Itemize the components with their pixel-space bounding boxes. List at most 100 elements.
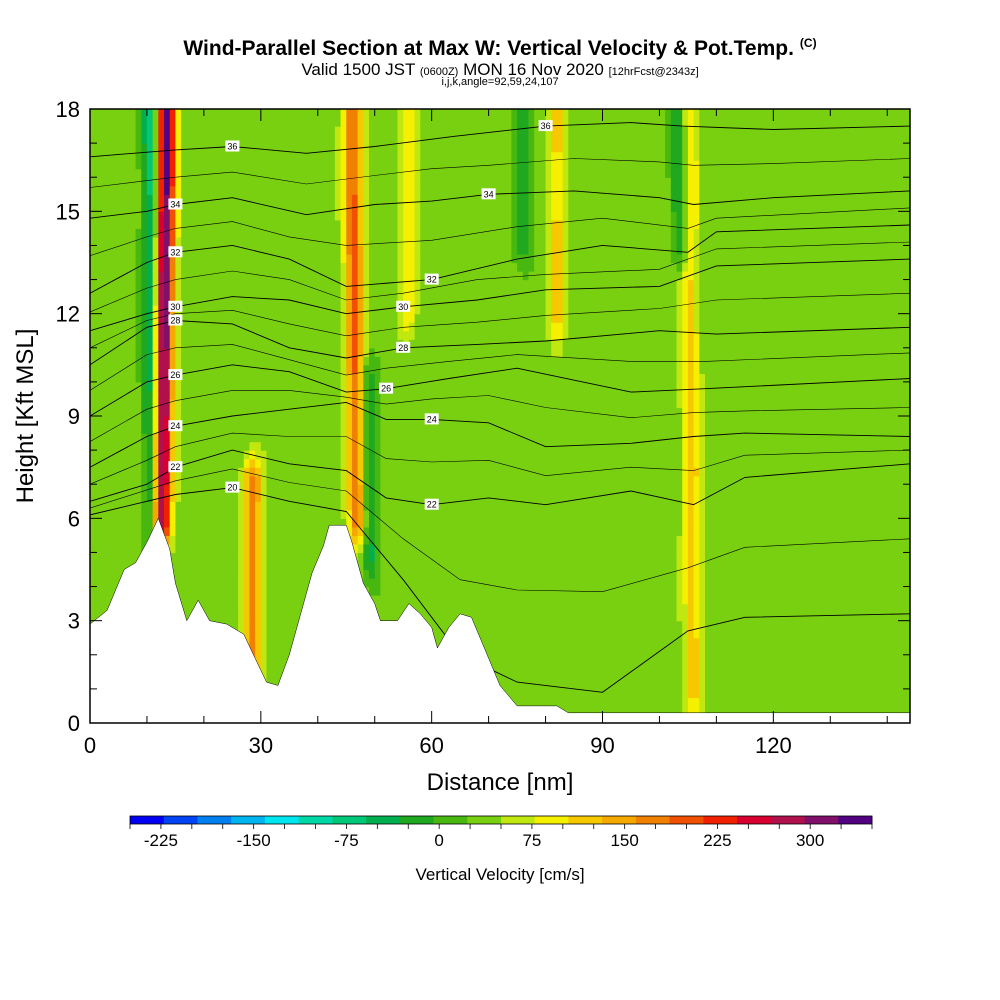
field-cell (408, 381, 416, 392)
field-cell (369, 134, 376, 144)
field-cell (374, 151, 382, 161)
field-cell (124, 475, 131, 485)
field-cell (272, 663, 279, 673)
field-cell (374, 211, 382, 221)
field-cell (425, 228, 433, 238)
field-cell (477, 595, 484, 605)
field-cell (454, 245, 461, 255)
field-cell (198, 416, 205, 426)
field-cell (317, 356, 325, 366)
field-cell (152, 143, 159, 153)
field-cell (215, 543, 222, 554)
field-cell (363, 219, 370, 229)
field-cell (454, 484, 461, 494)
field-cell (477, 236, 484, 247)
field-cell (141, 168, 148, 178)
field-cell (272, 654, 279, 664)
field-cell (95, 501, 102, 511)
field-cell (443, 433, 450, 443)
field-cell (141, 202, 148, 212)
field-cell (414, 458, 421, 468)
field-cell (386, 450, 393, 460)
field-cell (397, 185, 404, 195)
field-cell (232, 458, 239, 468)
field-cell (238, 441, 245, 451)
field-cell (425, 322, 433, 332)
field-cell (408, 535, 416, 545)
field-cell (465, 347, 473, 357)
field-cell (380, 160, 387, 170)
field-cell (289, 484, 296, 494)
field-cell (329, 271, 336, 281)
field-cell (118, 560, 125, 571)
field-cell (272, 535, 279, 545)
field-cell (232, 586, 239, 596)
field-cell (243, 501, 251, 511)
field-cell (238, 347, 245, 357)
field-cell (420, 143, 427, 153)
field-cell (340, 475, 347, 485)
field-cell (90, 296, 97, 306)
field-cell (90, 612, 97, 622)
field-cell (420, 356, 427, 366)
field-cell (329, 475, 336, 485)
field-cell (266, 543, 273, 554)
field-cell (386, 134, 393, 144)
field-cell (164, 219, 171, 229)
field-cell (226, 185, 233, 195)
field-cell (295, 219, 302, 229)
field-cell (141, 356, 148, 366)
field-cell (158, 381, 165, 392)
field-cell (391, 151, 399, 161)
field-cell (369, 373, 376, 383)
field-cell (460, 339, 467, 349)
field-cell (403, 134, 410, 144)
field-cell (448, 228, 456, 238)
field-cell (164, 143, 171, 153)
field-cell (158, 253, 165, 264)
field-cell (238, 518, 245, 528)
field-cell (369, 194, 376, 204)
field-cell (397, 356, 404, 366)
field-cell (90, 330, 97, 340)
field-cell (482, 552, 490, 562)
field-cell (425, 356, 433, 366)
field-cell (334, 271, 342, 281)
field-cell (380, 117, 387, 127)
field-cell (238, 433, 245, 443)
field-cell (203, 160, 211, 170)
field-cell (334, 458, 342, 468)
field-cell (243, 450, 251, 460)
field-cell (101, 253, 108, 264)
field-cell (203, 501, 211, 511)
field-cell (95, 390, 102, 400)
field-cell (181, 151, 188, 161)
field-cell (260, 509, 268, 519)
field-cell (369, 356, 376, 366)
field-cell (425, 390, 433, 400)
field-cell (471, 569, 478, 579)
field-cell (477, 620, 484, 630)
field-cell (181, 398, 188, 409)
field-cell (135, 322, 142, 332)
field-cell (397, 279, 404, 289)
field-cell (255, 143, 262, 153)
field-cell (300, 151, 307, 161)
field-cell (351, 219, 359, 229)
field-cell (391, 305, 399, 315)
field-cell (164, 347, 171, 357)
field-cell (397, 433, 404, 443)
field-cell (420, 109, 427, 119)
field-cell (277, 117, 285, 127)
field-cell (209, 356, 216, 366)
field-cell (306, 416, 313, 426)
field-cell (351, 535, 359, 545)
field-cell (203, 271, 211, 281)
field-cell (266, 202, 273, 212)
field-cell (482, 569, 490, 579)
field-cell (112, 262, 120, 272)
field-cell (266, 219, 273, 229)
field-cell (124, 253, 131, 264)
field-cell (323, 518, 330, 528)
field-cell (124, 339, 131, 349)
